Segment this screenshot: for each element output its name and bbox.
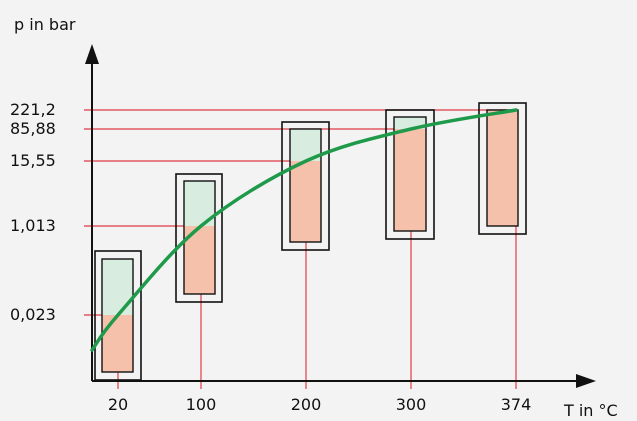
x-tick-label: 20 <box>108 395 128 414</box>
container-outer <box>385 109 435 240</box>
x-axis-arrow <box>576 374 596 388</box>
liquid-phase <box>394 129 426 231</box>
y-axis-label: p in bar <box>14 15 76 34</box>
containers <box>94 102 527 381</box>
vapor-phase <box>102 259 133 315</box>
container-inner <box>101 258 134 373</box>
y-tick-label: 15,55 <box>10 151 56 170</box>
liquid-phase <box>102 315 133 372</box>
y-tick-label: 1,013 <box>10 216 56 235</box>
container-inner <box>183 180 216 295</box>
x-axis-label: T in °C <box>563 401 618 420</box>
container-outer <box>175 173 223 303</box>
curve-layer <box>90 108 518 352</box>
y-axis-arrow <box>85 44 99 64</box>
container-outer <box>478 102 527 235</box>
y-tick-label: 0,023 <box>10 305 56 324</box>
x-tick-label: 100 <box>186 395 217 414</box>
vapor-pressure-curve <box>90 108 518 352</box>
container-inner <box>486 109 519 227</box>
x-tick-label: 200 <box>291 395 322 414</box>
liquid-phase <box>290 161 321 242</box>
x-tick-label: 374 <box>501 395 532 414</box>
y-tick-label: 221,2 <box>10 100 56 119</box>
y-tick-label: 85,88 <box>10 119 56 138</box>
container-outer <box>281 121 330 251</box>
axes <box>85 44 596 388</box>
container-inner <box>289 128 322 243</box>
liquid-phase <box>487 110 518 226</box>
container-inner <box>393 116 427 232</box>
x-tick-label: 300 <box>396 395 427 414</box>
tick-labels: 0,023 20 1,013 100 15,55 200 85,88 300 221,2 374 <box>10 100 531 414</box>
